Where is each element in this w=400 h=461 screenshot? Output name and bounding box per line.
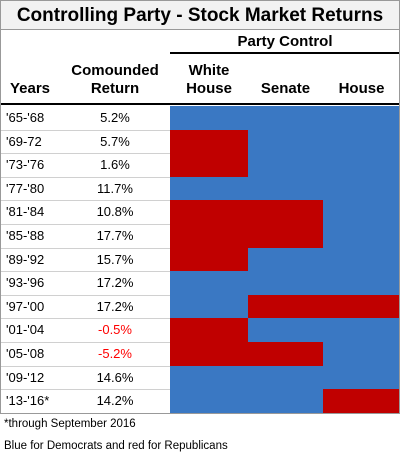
party-cell [170,365,248,390]
row-rule [0,129,170,131]
row-rule [0,271,170,273]
row-rule [0,318,170,320]
party-cell [323,294,400,319]
row-rule [0,153,170,155]
years-cell: '09-'12 [6,369,45,385]
party-cell [323,247,400,272]
party-cell [170,224,248,248]
party-cell [248,365,323,390]
party-cell [248,271,323,295]
party-cell [248,294,323,319]
row-rule [0,389,170,391]
party-cell [170,342,248,366]
party-cell [323,342,400,366]
return-cell: 5.2% [100,110,130,125]
column-header: House [338,80,385,97]
column-header: White House [186,62,232,97]
footnote: Blue for Democrats and red for Republica… [4,440,228,452]
header-rule [0,103,400,105]
party-cell [170,106,248,130]
column-header: Years [9,80,51,97]
party-cell [248,342,323,366]
row-rule [0,247,170,249]
return-cell: 15.7% [96,251,134,267]
footnote: *through September 2016 [4,418,136,430]
party-cell [248,176,323,201]
years-cell: '77-'80 [6,180,45,196]
years-cell: '85-'88 [6,228,45,243]
party-cell [170,200,248,224]
years-cell: '73-'76 [6,157,45,173]
row-rule [0,294,170,296]
years-cell: '81-'84 [6,204,45,220]
row-rule [0,342,170,343]
years-cell: '89-'92 [6,251,45,267]
row-rule [0,176,170,178]
party-cell [170,389,248,413]
return-cell: -5.2% [98,346,132,361]
party-cell [323,153,400,177]
return-cell: 10.8% [96,204,134,220]
party-cell [248,153,323,177]
party-cell [248,200,323,224]
row-rule [0,365,170,367]
party-cell [248,106,323,130]
return-cell: 14.2% [96,393,134,409]
party-cell [170,271,248,295]
party-cell [323,106,400,130]
party-cell [323,365,400,390]
return-cell: 11.7% [97,180,133,196]
party-cell [323,200,400,224]
party-cell [170,153,248,177]
return-cell: 14.6% [96,369,134,385]
years-cell: '05-'08 [6,346,45,361]
party-cell [170,129,248,154]
years-cell: '13-'16* [6,393,50,409]
return-cell: 17.2% [96,275,134,291]
years-cell: '65-'68 [6,110,45,125]
party-cell [323,271,400,295]
party-cell [170,247,248,272]
party-cell [323,318,400,342]
party-cell [248,318,323,342]
party-cell [248,129,323,154]
years-cell: '93-'96 [6,275,45,291]
row-rule [0,224,170,225]
table-title: Controlling Party - Stock Market Returns [0,0,400,30]
party-cell [170,318,248,342]
years-cell: '97-'00 [6,298,45,314]
years-cell: '01-'04 [6,322,45,338]
column-header: Senate [260,80,311,97]
return-cell: 17.2% [96,298,134,314]
party-cell [323,224,400,248]
party-cell [323,129,400,154]
years-cell: '69-72 [6,133,42,149]
column-header: Comounded Return [71,62,159,97]
party-cell [248,224,323,248]
table-border [0,0,400,414]
return-cell: -0.5% [98,322,132,338]
party-cell [248,389,323,413]
party-cell [170,294,248,319]
party-cell [170,176,248,201]
return-cell: 1.6% [100,157,130,173]
party-cell [323,176,400,201]
group-header: Party Control [170,30,400,54]
return-cell: 17.7% [96,228,134,243]
party-cell [323,389,400,413]
row-rule [0,200,170,202]
party-cell [248,247,323,272]
return-cell: 5.7% [100,133,130,149]
